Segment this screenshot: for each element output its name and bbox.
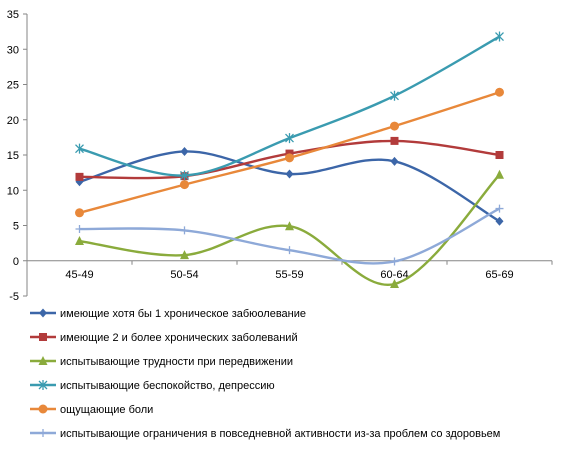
legend-swatch-marker — [38, 380, 48, 390]
legend-swatch-marker — [39, 429, 47, 437]
y-tick-label: 5 — [13, 221, 19, 233]
x-tick-label: 65-69 — [485, 269, 513, 281]
data-point — [495, 151, 504, 159]
series-3 — [75, 169, 504, 289]
legend-label: имеющие хотя бы 1 хроническое забюолеван… — [60, 308, 306, 320]
series-6 — [75, 204, 504, 266]
legend-item: испытывающие ограничения в повседневной … — [30, 428, 500, 440]
x-tick-label: 55-59 — [275, 269, 303, 281]
data-point — [285, 153, 294, 163]
legend-label: испытывающие ограничения в повседневной … — [60, 428, 500, 440]
x-tick-label: 60-64 — [380, 269, 408, 281]
legend-label: имеющие 2 и более хронических заболевани… — [60, 332, 298, 344]
series-line — [79, 207, 501, 265]
data-point — [390, 121, 399, 131]
legend-item: испытывающие трудности при передвижении — [30, 356, 293, 368]
y-tick-label: 30 — [7, 44, 19, 56]
legend-item: имеющие 2 и более хронических заболевани… — [30, 332, 298, 344]
data-point — [390, 90, 399, 101]
chart-legend: имеющие хотя бы 1 хроническое забюолеван… — [30, 308, 500, 440]
legend-item: ощущающие боли — [30, 404, 153, 416]
legend-swatch-marker — [38, 356, 48, 365]
legend-swatch-marker — [39, 333, 47, 341]
legend-label: испытывающие трудности при передвижении — [60, 356, 293, 368]
data-point — [75, 236, 84, 246]
data-point — [180, 250, 189, 260]
data-point — [75, 172, 84, 181]
legend-item: имеющие хотя бы 1 хроническое забюолеван… — [30, 308, 306, 320]
data-point — [180, 146, 189, 156]
data-point — [390, 136, 399, 145]
chart-axes: -5 0 5 10 15 20 25 30 35 45-49 50-54 55-59 60-64 65-6… — [7, 9, 553, 303]
series-4 — [75, 31, 504, 181]
data-point — [75, 208, 84, 218]
data-point — [75, 143, 84, 154]
data-point — [180, 170, 189, 181]
data-point — [390, 279, 399, 289]
legend-swatch-marker — [39, 308, 47, 318]
data-point — [285, 133, 294, 144]
data-point — [495, 31, 504, 42]
data-point — [285, 221, 294, 231]
legend-label: испытывающие беспокойство, депрессию — [60, 380, 275, 392]
x-tick-label: 45-49 — [65, 269, 93, 281]
data-point — [285, 169, 294, 179]
y-tick-label: -5 — [9, 291, 19, 303]
data-point — [495, 204, 504, 213]
y-tick-label: 35 — [7, 9, 19, 21]
y-tick-label: 10 — [7, 185, 19, 197]
legend-swatch-marker — [38, 404, 48, 414]
data-point — [390, 156, 399, 166]
data-point — [390, 257, 399, 266]
data-point — [495, 216, 504, 226]
data-point — [285, 246, 294, 255]
y-tick-label: 25 — [7, 80, 19, 92]
legend-item: испытывающие беспокойство, депрессию — [30, 380, 275, 392]
y-tick-label: 0 — [13, 256, 19, 268]
data-point — [495, 169, 504, 179]
data-point — [180, 226, 189, 235]
data-point — [180, 180, 189, 190]
legend-label: ощущающие боли — [60, 404, 153, 416]
chart-series — [75, 31, 504, 289]
series-line — [79, 173, 501, 286]
data-point — [495, 87, 504, 97]
x-tick-label: 50-54 — [170, 269, 198, 281]
y-tick-label: 20 — [7, 115, 19, 127]
data-point — [75, 225, 84, 234]
y-tick-label: 15 — [7, 150, 19, 162]
series-5 — [75, 87, 504, 218]
